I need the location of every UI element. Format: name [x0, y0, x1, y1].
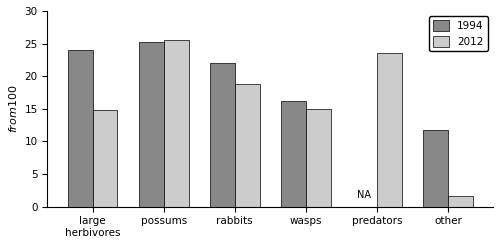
Bar	[210, 63, 234, 207]
Legend: 1994, 2012: 1994, 2012	[429, 16, 488, 51]
Bar	[139, 42, 164, 207]
Bar	[448, 196, 473, 207]
Bar	[377, 53, 402, 207]
Bar	[281, 101, 306, 207]
Bar	[164, 40, 188, 207]
Bar	[92, 110, 118, 207]
Y-axis label: $ from $100: $ from $100	[7, 85, 19, 133]
Bar	[234, 84, 260, 207]
Bar	[68, 50, 92, 207]
Text: NA: NA	[358, 190, 372, 200]
Bar	[306, 109, 330, 207]
Bar	[423, 130, 448, 207]
